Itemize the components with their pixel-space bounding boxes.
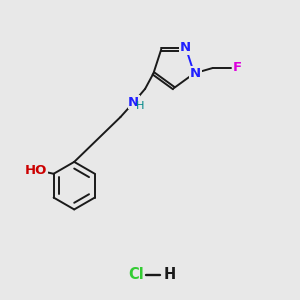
Text: H: H [136, 101, 145, 111]
Text: HO: HO [25, 164, 47, 177]
Text: N: N [190, 67, 201, 80]
Text: N: N [179, 41, 191, 55]
Text: N: N [128, 96, 140, 109]
Text: H: H [164, 267, 175, 282]
Text: F: F [233, 61, 242, 74]
Text: Cl: Cl [128, 267, 144, 282]
